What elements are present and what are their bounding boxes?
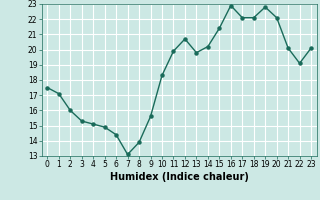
X-axis label: Humidex (Indice chaleur): Humidex (Indice chaleur) [110,172,249,182]
